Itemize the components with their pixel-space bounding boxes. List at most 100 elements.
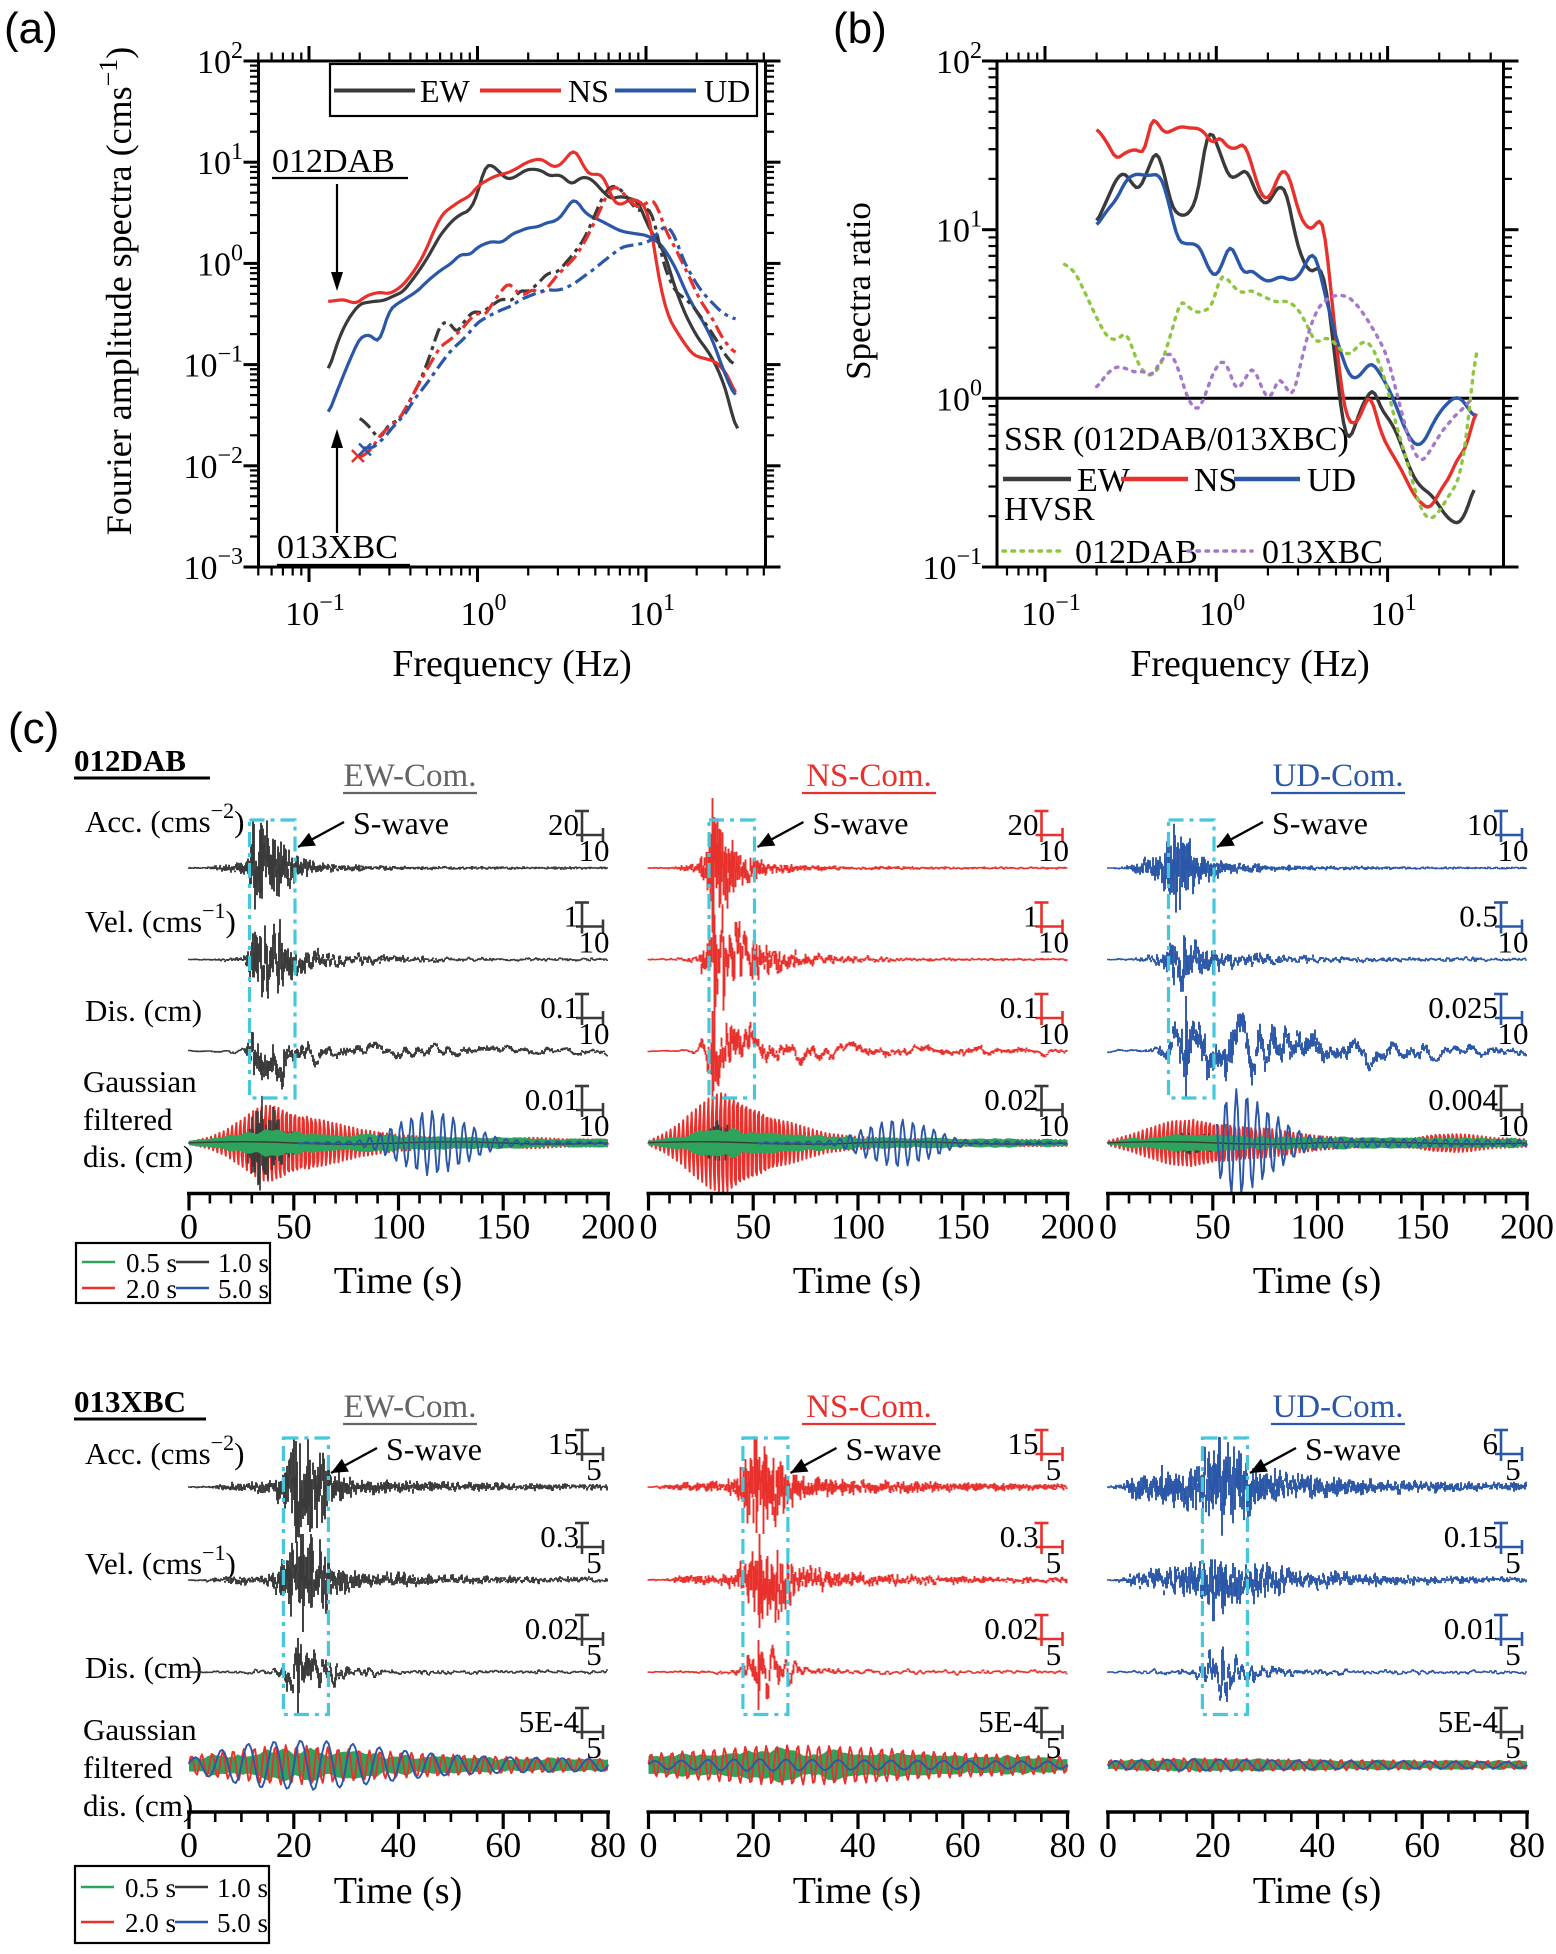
svg-text:5: 5 [1505,1730,1521,1765]
svg-text:Time (s): Time (s) [793,1260,921,1302]
svg-text:10: 10 [1498,833,1529,868]
svg-text:5: 5 [1046,1452,1062,1487]
svg-text:0.5 s: 0.5 s [126,1248,177,1278]
svg-text:100: 100 [1291,1207,1345,1247]
svg-text:HVSR: HVSR [1004,491,1095,528]
svg-text:200: 200 [581,1207,635,1247]
svg-text:10: 10 [579,1016,610,1051]
svg-text:S-wave: S-wave [1305,1431,1401,1467]
svg-text:60: 60 [1404,1825,1440,1865]
svg-text:UD: UD [704,73,750,109]
svg-text:5: 5 [1046,1730,1062,1765]
svg-text:0: 0 [1099,1207,1117,1247]
svg-text:UD: UD [1307,462,1356,499]
svg-text:(b): (b) [833,4,887,53]
svg-text:5: 5 [586,1730,602,1765]
svg-text:filtered: filtered [83,1750,173,1785]
svg-text:10: 10 [1467,807,1498,842]
svg-text:5: 5 [586,1452,602,1487]
svg-text:102: 102 [936,38,982,81]
svg-text:S-wave: S-wave [386,1431,482,1467]
svg-text:50: 50 [1195,1207,1231,1247]
svg-text:5.0 s: 5.0 s [217,1908,268,1938]
svg-text:10−1: 10−1 [1021,590,1081,633]
svg-text:EW-Com.: EW-Com. [344,1389,477,1425]
svg-text:013XBC: 013XBC [74,1384,186,1419]
svg-text:1.0 s: 1.0 s [217,1873,268,1903]
svg-text:15: 15 [548,1426,579,1461]
svg-text:50: 50 [735,1207,771,1247]
svg-text:NS: NS [568,73,609,109]
svg-text:0.5 s: 0.5 s [125,1873,176,1903]
svg-text:S-wave: S-wave [1272,805,1368,841]
svg-text:Dis. (cm): Dis. (cm) [85,993,202,1028]
svg-text:80: 80 [1509,1825,1545,1865]
svg-text:10: 10 [1038,1016,1069,1051]
svg-text:Frequency (Hz): Frequency (Hz) [1130,643,1370,685]
svg-text:EW: EW [420,73,471,109]
svg-text:Fourier amplitude spectra (cms: Fourier amplitude spectra (cms−1) [94,47,139,536]
svg-text:10: 10 [1038,833,1069,868]
svg-text:013XBC: 013XBC [1262,534,1383,571]
svg-text:80: 80 [590,1825,626,1865]
svg-text:1: 1 [564,899,580,934]
svg-text:0.3: 0.3 [540,1519,579,1554]
svg-text:5: 5 [586,1637,602,1672]
svg-text:013XBC: 013XBC [277,529,398,566]
svg-text:20: 20 [548,807,579,842]
svg-text:5: 5 [1505,1452,1521,1487]
svg-text:5: 5 [1046,1545,1062,1580]
svg-text:10: 10 [1498,925,1529,960]
svg-text:filtered: filtered [83,1102,173,1137]
svg-text:40: 40 [840,1825,876,1865]
svg-text:0: 0 [180,1825,198,1865]
svg-text:60: 60 [945,1825,981,1865]
svg-text:5E-4: 5E-4 [1438,1704,1499,1739]
svg-text:20: 20 [735,1825,771,1865]
svg-text:5: 5 [586,1545,602,1580]
svg-text:Vel. (cms−1): Vel. (cms−1) [85,1540,236,1581]
svg-text:S-wave: S-wave [353,805,449,841]
svg-text:5: 5 [1505,1545,1521,1580]
svg-text:40: 40 [1300,1825,1336,1865]
svg-text:101: 101 [1371,590,1417,633]
svg-text:5E-4: 5E-4 [519,1704,580,1739]
svg-text:10: 10 [579,833,610,868]
svg-text:150: 150 [476,1207,530,1247]
svg-text:100: 100 [372,1207,426,1247]
svg-text:1: 1 [1023,899,1039,934]
svg-text:2.0 s: 2.0 s [125,1908,176,1938]
svg-text:20: 20 [1195,1825,1231,1865]
svg-text:0.02: 0.02 [984,1611,1038,1646]
svg-text:dis. (cm): dis. (cm) [83,1139,193,1174]
svg-text:Time (s): Time (s) [334,1870,462,1912]
svg-text:0.1: 0.1 [540,990,579,1025]
svg-text:40: 40 [381,1825,417,1865]
svg-text:0.3: 0.3 [1000,1519,1039,1554]
svg-text:6: 6 [1483,1426,1499,1461]
svg-text:10: 10 [1498,1108,1529,1143]
svg-text:Time (s): Time (s) [1253,1260,1381,1302]
svg-text:10: 10 [1498,1016,1529,1051]
svg-text:5.0 s: 5.0 s [218,1274,269,1304]
svg-text:012DAB: 012DAB [74,743,186,778]
svg-text:Dis. (cm): Dis. (cm) [85,1650,202,1685]
svg-text:012DAB: 012DAB [272,143,395,180]
svg-text:80: 80 [1050,1825,1086,1865]
svg-text:10: 10 [579,1108,610,1143]
svg-text:Gaussian: Gaussian [83,1064,197,1099]
svg-text:10: 10 [579,925,610,960]
svg-text:50: 50 [276,1207,312,1247]
svg-text:200: 200 [1041,1207,1095,1247]
svg-text:UD-Com.: UD-Com. [1272,1389,1403,1425]
svg-text:0.02: 0.02 [525,1611,579,1646]
svg-text:0: 0 [640,1207,658,1247]
svg-text:200: 200 [1500,1207,1554,1247]
svg-text:0: 0 [180,1207,198,1247]
svg-text:1.0 s: 1.0 s [218,1248,269,1278]
svg-text:20: 20 [276,1825,312,1865]
svg-text:Time (s): Time (s) [334,1260,462,1302]
svg-text:S-wave: S-wave [846,1431,942,1467]
svg-text:NS-Com.: NS-Com. [806,1389,932,1425]
svg-text:150: 150 [936,1207,990,1247]
